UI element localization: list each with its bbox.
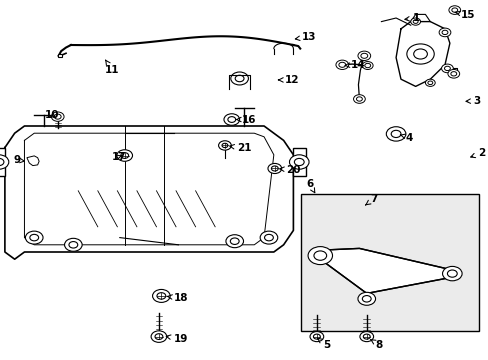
Circle shape <box>225 235 243 248</box>
Circle shape <box>357 51 370 60</box>
Circle shape <box>51 112 64 121</box>
Circle shape <box>410 18 420 25</box>
Text: 4: 4 <box>400 132 412 143</box>
Text: 1: 1 <box>404 13 420 23</box>
Circle shape <box>121 153 128 158</box>
Circle shape <box>218 141 231 150</box>
Circle shape <box>447 69 459 78</box>
Circle shape <box>441 30 447 35</box>
Bar <box>300 194 478 331</box>
Text: 19: 19 <box>166 334 187 344</box>
Polygon shape <box>293 148 305 176</box>
Circle shape <box>155 334 163 339</box>
Circle shape <box>438 28 450 37</box>
Text: 6: 6 <box>305 179 314 193</box>
Circle shape <box>412 20 417 23</box>
Polygon shape <box>58 54 61 57</box>
Circle shape <box>157 293 165 299</box>
Circle shape <box>54 114 61 119</box>
Circle shape <box>363 334 369 339</box>
Text: 7: 7 <box>365 194 377 205</box>
Circle shape <box>294 158 304 166</box>
Text: 3: 3 <box>465 96 480 106</box>
Circle shape <box>271 166 278 171</box>
Circle shape <box>0 155 9 169</box>
Text: 10: 10 <box>45 110 60 120</box>
Text: 2: 2 <box>470 148 485 158</box>
Circle shape <box>313 251 326 260</box>
Circle shape <box>362 296 370 302</box>
Circle shape <box>441 64 452 73</box>
Circle shape <box>69 242 78 248</box>
Circle shape <box>353 95 365 103</box>
Circle shape <box>450 72 456 76</box>
Circle shape <box>364 63 370 68</box>
Circle shape <box>335 60 348 69</box>
Circle shape <box>151 331 166 342</box>
Circle shape <box>444 66 449 71</box>
Polygon shape <box>320 248 451 293</box>
Text: 18: 18 <box>167 293 188 303</box>
Circle shape <box>117 150 132 161</box>
Polygon shape <box>0 148 5 176</box>
Circle shape <box>230 72 248 85</box>
Text: 9: 9 <box>14 155 24 165</box>
Circle shape <box>224 114 239 125</box>
Polygon shape <box>395 22 449 86</box>
Circle shape <box>448 6 460 14</box>
Text: 17: 17 <box>111 152 126 162</box>
Text: 13: 13 <box>295 32 316 42</box>
Circle shape <box>307 247 332 265</box>
Circle shape <box>260 231 277 244</box>
Circle shape <box>427 81 432 85</box>
Circle shape <box>425 79 434 86</box>
Circle shape <box>338 62 345 67</box>
Circle shape <box>227 117 235 122</box>
Polygon shape <box>27 156 39 166</box>
Circle shape <box>359 332 373 342</box>
Text: 11: 11 <box>105 60 120 75</box>
Text: 12: 12 <box>278 75 299 85</box>
Circle shape <box>222 143 227 148</box>
Circle shape <box>413 49 427 59</box>
Circle shape <box>267 163 281 174</box>
Circle shape <box>447 270 456 277</box>
Circle shape <box>0 158 4 166</box>
Circle shape <box>289 155 308 169</box>
Circle shape <box>386 127 405 141</box>
Text: 20: 20 <box>279 165 300 175</box>
Polygon shape <box>5 126 293 259</box>
Text: 21: 21 <box>229 143 251 153</box>
Circle shape <box>451 8 457 12</box>
Circle shape <box>357 292 375 305</box>
Circle shape <box>442 266 461 281</box>
Circle shape <box>356 97 362 101</box>
Text: 8: 8 <box>369 339 382 350</box>
Text: 15: 15 <box>454 10 474 20</box>
Circle shape <box>235 75 244 82</box>
Circle shape <box>390 130 400 138</box>
Circle shape <box>360 53 367 58</box>
Circle shape <box>25 231 43 244</box>
Circle shape <box>152 289 170 302</box>
Text: 16: 16 <box>236 114 256 125</box>
Circle shape <box>230 238 239 244</box>
Circle shape <box>362 62 372 69</box>
Circle shape <box>406 44 433 64</box>
Text: 5: 5 <box>317 338 329 350</box>
Circle shape <box>30 234 39 241</box>
Text: 14: 14 <box>345 60 365 70</box>
Circle shape <box>264 234 273 241</box>
Circle shape <box>309 332 323 342</box>
Circle shape <box>313 334 320 339</box>
Circle shape <box>64 238 82 251</box>
